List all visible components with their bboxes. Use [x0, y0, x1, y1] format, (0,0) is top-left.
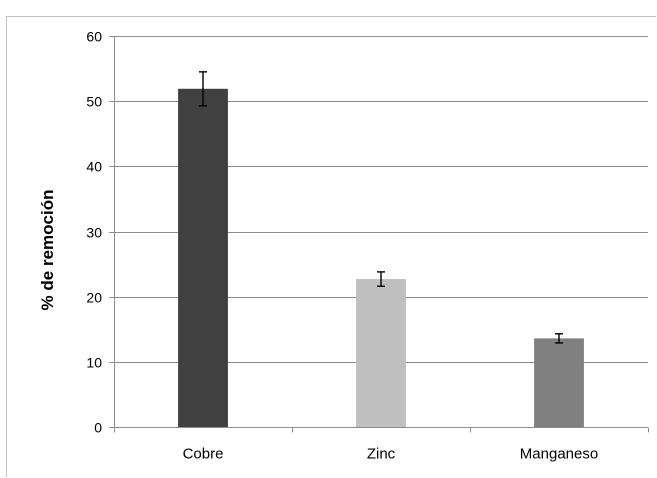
y-tick-label: 40	[86, 159, 102, 175]
y-tick-label: 0	[94, 420, 102, 436]
bar-cobre	[178, 88, 228, 427]
chart-frame	[6, 16, 656, 477]
x-category-label: Manganeso	[520, 446, 598, 463]
x-category-labels: Cobre Zinc Manganeso	[183, 446, 599, 463]
error-bar-manganeso	[555, 333, 563, 344]
bars	[178, 88, 584, 427]
bar-manganeso	[534, 338, 584, 427]
y-tick-label: 50	[86, 94, 102, 110]
bar-zinc	[356, 279, 406, 427]
y-tick-label: 10	[86, 355, 102, 371]
error-bars	[199, 71, 563, 344]
x-category-label: Zinc	[367, 446, 396, 463]
y-axis-title: % de remoción	[38, 190, 57, 311]
y-tick-labels: 0 10 20 30 40 50 60	[86, 29, 102, 436]
x-category-label: Cobre	[183, 446, 224, 463]
error-bar-cobre	[199, 71, 207, 107]
y-tick-label: 60	[86, 29, 102, 45]
error-bar-zinc	[377, 271, 385, 287]
y-tick-label: 30	[86, 225, 102, 241]
y-tick-label: 20	[86, 290, 102, 306]
axes	[109, 36, 649, 433]
